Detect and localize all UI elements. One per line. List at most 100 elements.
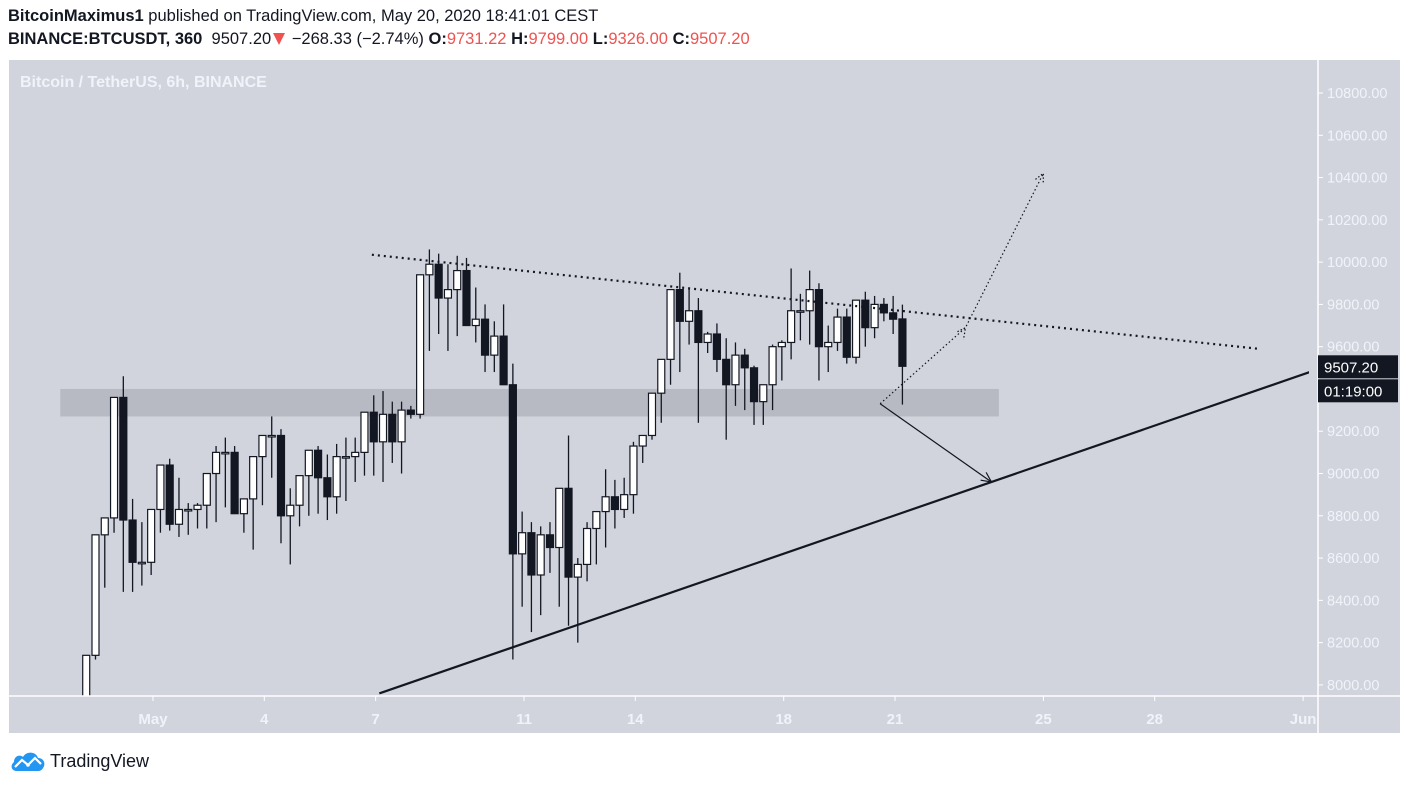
candle[interactable] bbox=[119, 376, 128, 592]
candle-body-up bbox=[759, 384, 768, 403]
candle[interactable] bbox=[230, 446, 239, 515]
candle[interactable] bbox=[620, 477, 629, 518]
candle[interactable] bbox=[824, 325, 833, 373]
candle[interactable] bbox=[453, 255, 462, 337]
candle[interactable] bbox=[425, 249, 434, 351]
candle[interactable] bbox=[684, 287, 694, 345]
candle[interactable] bbox=[870, 295, 879, 339]
candle[interactable] bbox=[749, 365, 759, 425]
candle[interactable] bbox=[814, 283, 824, 381]
candle[interactable] bbox=[443, 264, 453, 351]
support-trendline[interactable] bbox=[378, 355, 1358, 695]
candle[interactable] bbox=[703, 331, 712, 354]
candle[interactable] bbox=[332, 443, 341, 514]
support-zone[interactable] bbox=[60, 388, 999, 417]
candle[interactable] bbox=[434, 253, 443, 334]
candle[interactable] bbox=[184, 503, 193, 535]
candle[interactable] bbox=[388, 401, 397, 463]
candle[interactable] bbox=[397, 401, 406, 474]
candle[interactable] bbox=[722, 338, 731, 440]
candle[interactable] bbox=[740, 348, 749, 411]
candle[interactable] bbox=[518, 511, 527, 607]
candle[interactable] bbox=[573, 558, 582, 643]
candle[interactable] bbox=[323, 454, 332, 521]
candle[interactable] bbox=[555, 487, 564, 607]
candle[interactable] bbox=[137, 522, 146, 586]
candle[interactable] bbox=[545, 522, 555, 573]
candle[interactable] bbox=[378, 391, 388, 482]
high-label: H: bbox=[511, 30, 529, 48]
candle[interactable] bbox=[221, 437, 230, 508]
candle[interactable] bbox=[128, 498, 137, 592]
tradingview-footer[interactable]: TradingView bbox=[10, 748, 149, 774]
candle[interactable] bbox=[174, 477, 184, 537]
candle[interactable] bbox=[211, 446, 221, 523]
chart-container[interactable]: 10800.00 10600.00 10400.00 10200.00 10000.00… bbox=[9, 60, 1400, 733]
resistance-trendline[interactable] bbox=[371, 253, 1259, 350]
candle[interactable] bbox=[694, 298, 703, 423]
candle[interactable] bbox=[369, 395, 378, 476]
candle[interactable] bbox=[267, 416, 276, 478]
candle[interactable] bbox=[258, 434, 267, 506]
candle[interactable] bbox=[536, 526, 545, 616]
candle[interactable] bbox=[490, 321, 499, 373]
candle[interactable] bbox=[91, 534, 100, 660]
candle[interactable] bbox=[564, 435, 573, 626]
chart-canvas[interactable]: 10800.00 10600.00 10400.00 10200.00 10000.00… bbox=[9, 60, 1400, 733]
candle[interactable] bbox=[527, 522, 536, 633]
candle[interactable] bbox=[731, 342, 740, 406]
candle[interactable] bbox=[796, 293, 805, 341]
candle[interactable] bbox=[471, 287, 480, 343]
candle[interactable] bbox=[156, 464, 165, 533]
candle[interactable] bbox=[239, 498, 248, 533]
candle[interactable] bbox=[304, 449, 313, 516]
candle[interactable] bbox=[313, 446, 323, 514]
candle[interactable] bbox=[508, 363, 517, 660]
candle[interactable] bbox=[833, 308, 842, 351]
candle[interactable] bbox=[193, 503, 202, 529]
candle[interactable] bbox=[360, 411, 369, 476]
candle[interactable] bbox=[109, 396, 119, 533]
candle[interactable] bbox=[82, 654, 91, 716]
candle[interactable] bbox=[341, 437, 351, 502]
candle[interactable] bbox=[777, 340, 786, 381]
candle[interactable] bbox=[295, 475, 304, 527]
candle[interactable] bbox=[582, 522, 592, 582]
candle[interactable] bbox=[712, 323, 722, 373]
candle[interactable] bbox=[638, 434, 647, 463]
candle[interactable] bbox=[165, 458, 174, 531]
candle[interactable] bbox=[202, 472, 211, 529]
candle[interactable] bbox=[351, 437, 360, 482]
bullish-arrow-path[interactable] bbox=[879, 173, 1044, 405]
candle[interactable] bbox=[276, 429, 286, 544]
candle[interactable] bbox=[416, 274, 425, 419]
candle[interactable] bbox=[851, 299, 861, 364]
candle[interactable] bbox=[787, 268, 796, 360]
candle[interactable] bbox=[592, 510, 601, 565]
candle[interactable] bbox=[768, 344, 777, 411]
author-name[interactable]: BitcoinMaximus1 bbox=[8, 7, 144, 25]
candle[interactable] bbox=[805, 270, 814, 345]
candle[interactable] bbox=[889, 295, 898, 334]
candle[interactable] bbox=[610, 479, 619, 529]
candle[interactable] bbox=[601, 469, 610, 548]
candle[interactable] bbox=[842, 308, 851, 364]
candle[interactable] bbox=[898, 304, 907, 405]
candle[interactable] bbox=[861, 291, 870, 347]
candle[interactable] bbox=[406, 405, 415, 419]
candle[interactable] bbox=[657, 358, 666, 423]
candle[interactable] bbox=[759, 384, 768, 425]
candle[interactable] bbox=[100, 517, 109, 588]
candle[interactable] bbox=[666, 289, 675, 385]
candle[interactable] bbox=[647, 392, 657, 440]
ohlc-line: BINANCE:BTCUSDT, 360 9507.20 −268.33 (−2… bbox=[8, 30, 750, 49]
candle[interactable] bbox=[629, 441, 638, 514]
bearish-arrow-line[interactable] bbox=[879, 403, 992, 483]
candle[interactable] bbox=[286, 488, 295, 565]
candle[interactable] bbox=[499, 304, 508, 386]
candle[interactable] bbox=[147, 508, 156, 575]
candle[interactable] bbox=[480, 304, 490, 373]
candle[interactable] bbox=[675, 272, 684, 373]
candle[interactable] bbox=[462, 257, 471, 327]
candle[interactable] bbox=[249, 456, 258, 550]
